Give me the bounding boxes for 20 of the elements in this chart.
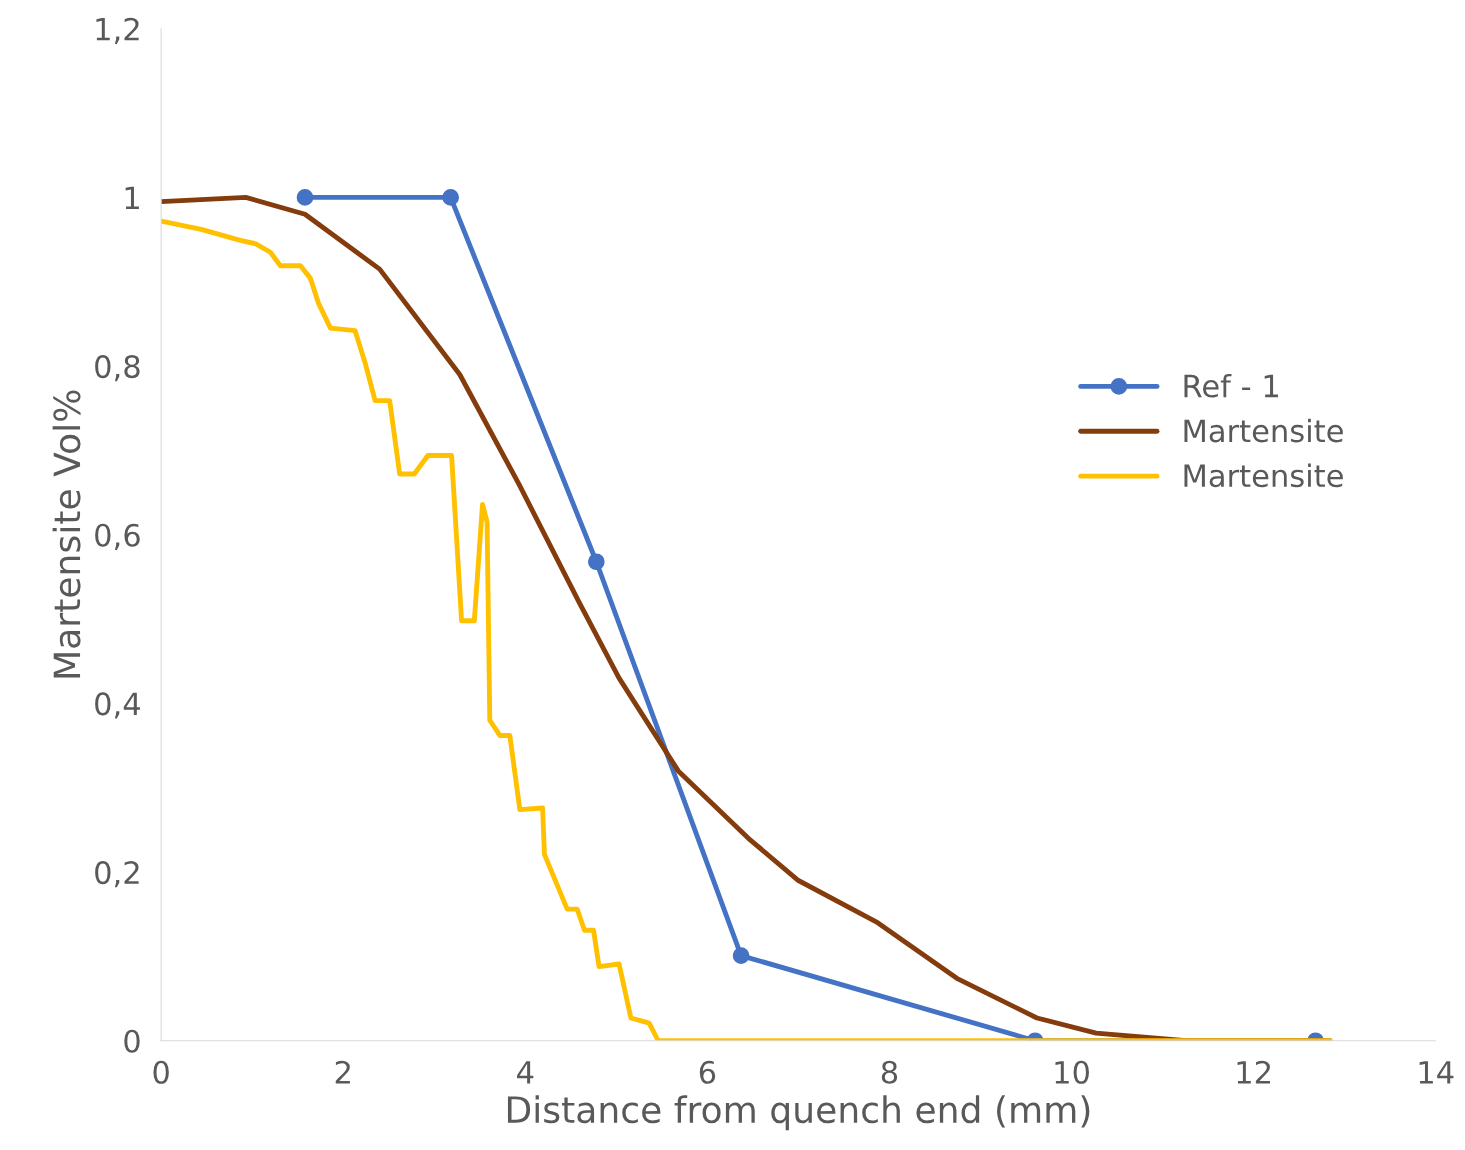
x-tick-label: 0 [153, 1060, 169, 1084]
legend-label: Martensite [1184, 418, 1343, 443]
x-axis-title: Distance from quench end (mm) [507, 1095, 1090, 1131]
x-tick-label: 4 [517, 1061, 534, 1084]
y-tick-label: 0,2 [95, 861, 139, 888]
x-tick-label: 8 [881, 1060, 898, 1084]
y-tick-label: 0,6 [95, 523, 140, 550]
y-tick-label: 0,8 [95, 355, 140, 382]
y-tick-label: 0 [124, 1029, 140, 1053]
x-tick-label: 14 [1419, 1061, 1454, 1084]
x-tick-label: 12 [1237, 1060, 1270, 1084]
y-tick-label: 1,2 [96, 17, 139, 44]
y-tick-label: 1 [125, 186, 139, 210]
x-tick-label: 2 [335, 1060, 350, 1084]
legend-label: Martensite [1184, 463, 1343, 488]
y-tick-label: 0,4 [95, 692, 140, 719]
x-tick-label: 10 [1055, 1060, 1089, 1084]
legend-label: Ref - 1 [1184, 373, 1278, 398]
x-tick-label: 6 [699, 1060, 716, 1084]
y-axis-title: Martensite Vol% [52, 390, 81, 678]
